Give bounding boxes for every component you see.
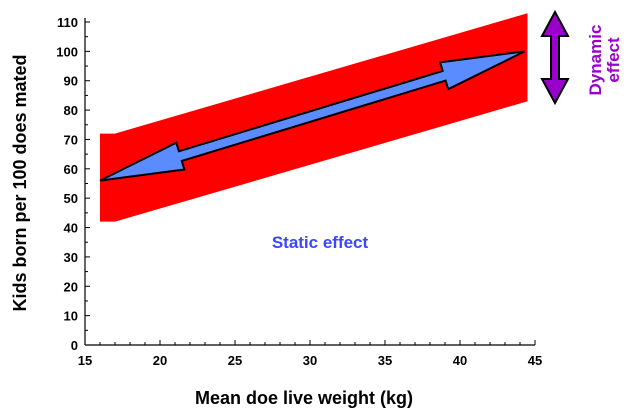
x-axis-title: Mean doe live weight (kg) bbox=[195, 388, 413, 408]
x-tick-label: 35 bbox=[378, 353, 392, 368]
y-tick-label: 40 bbox=[64, 221, 78, 236]
x-tick-label: 45 bbox=[528, 353, 542, 368]
y-tick-label: 110 bbox=[57, 15, 78, 30]
static-effect-arrow bbox=[99, 50, 525, 182]
static-effect-label: Static effect bbox=[272, 233, 369, 252]
y-tick-label: 0 bbox=[71, 338, 78, 353]
y-tick-label: 100 bbox=[56, 44, 78, 59]
arrow-layer bbox=[99, 50, 525, 182]
dynamic-effect-label-line2: effect bbox=[604, 37, 623, 83]
y-tick-label: 70 bbox=[64, 132, 78, 147]
y-axis-title: Kids born per 100 does mated bbox=[10, 54, 30, 311]
ticks-layer: 0 10 20 30 40 50 60 70 80 90 100 110 15 20 25 30 35 40 45 bbox=[56, 15, 542, 368]
dynamic-effect-arrow-shape bbox=[540, 9, 570, 106]
y-tick-label: 90 bbox=[64, 74, 78, 89]
x-tick-label: 40 bbox=[453, 353, 467, 368]
x-tick-label: 20 bbox=[153, 353, 167, 368]
x-tick-label: 25 bbox=[228, 353, 242, 368]
y-tick-label: 50 bbox=[64, 191, 78, 206]
dynamic-effect-arrow bbox=[540, 9, 570, 106]
y-tick-label: 30 bbox=[64, 250, 78, 265]
x-tick-label: 15 bbox=[78, 353, 92, 368]
x-tick-label: 30 bbox=[303, 353, 317, 368]
y-tick-label: 10 bbox=[64, 309, 78, 324]
y-tick-label: 20 bbox=[64, 279, 78, 294]
y-tick-label: 80 bbox=[64, 103, 78, 118]
dynamic-effect-label-line1: Dynamic bbox=[586, 25, 605, 96]
y-tick-label: 60 bbox=[64, 162, 78, 177]
